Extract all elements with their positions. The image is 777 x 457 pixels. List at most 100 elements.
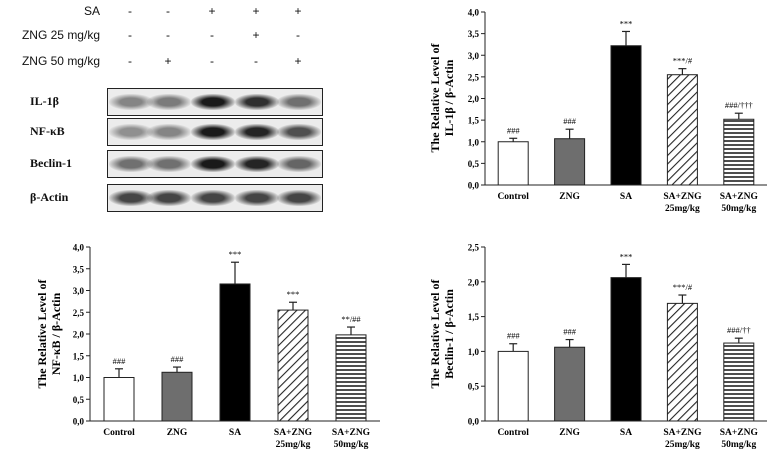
blot-row-label: IL-1β <box>30 94 59 108</box>
x-tick-label: SA <box>620 192 632 202</box>
treatment-sign: - <box>296 28 300 42</box>
y-axis-title: The Relative Level ofBeclin-1 / β-Actin <box>428 279 456 389</box>
significance-label: ### <box>171 354 185 364</box>
blot-band <box>191 156 235 172</box>
bar-sa <box>610 45 642 186</box>
beclin-bar-chart: The Relative Level ofBeclin-1 / β-Actin 0… <box>428 243 767 450</box>
y-tick-label: 0,5 <box>73 395 85 405</box>
treatment-label: ZNG 25 mg/kg <box>21 28 100 42</box>
x-tick-label: ZNG <box>167 428 188 438</box>
blot-strip <box>107 88 323 116</box>
y-axis-title: The Relative Level ofNF-κB / β-Actin <box>35 279 63 389</box>
significance-label: ### <box>507 331 521 341</box>
x-tick-label: Control <box>497 428 529 438</box>
significance-label: ***/# <box>673 282 693 292</box>
y-tick-label: 0,5 <box>468 159 480 169</box>
treatment-sign: + <box>164 54 172 68</box>
y-tick-label: 2,0 <box>468 277 480 287</box>
blot-band <box>277 156 321 172</box>
y-tick-label: 1,5 <box>73 351 85 361</box>
blot-band <box>109 124 153 140</box>
bar-zng <box>161 371 193 422</box>
x-tick-label: ZNG <box>559 192 580 202</box>
blot-band <box>147 124 191 140</box>
x-tick-label: SA+ZNG 50mg/kg <box>332 428 371 450</box>
bar-sa-zng-25mg-kg <box>277 309 309 422</box>
y-tick-label: 1,5 <box>468 312 480 322</box>
bar-sa <box>610 277 642 422</box>
treatment-sign: - <box>210 54 214 68</box>
bar-sa-zng-50mg-kg <box>723 118 755 186</box>
blot-row-label: NF-κB <box>30 124 65 138</box>
bar-zng <box>554 346 586 422</box>
western-blot-panel: SA - - + + + ZNG 25 mg/kg - - - + - ZNG 50 mg/kg - + - -… <box>0 0 330 215</box>
x-tick-label: Control <box>103 428 135 438</box>
significance-label: ###/††† <box>725 100 753 110</box>
treatment-sign: - <box>128 28 132 42</box>
bar-control <box>497 350 529 422</box>
x-tick-label: SA <box>229 428 241 438</box>
blot-band <box>147 156 191 172</box>
blot-band <box>235 190 279 206</box>
treatment-sign: + <box>252 4 260 18</box>
blot-band <box>277 190 321 206</box>
y-tick-label: 3,5 <box>468 29 480 39</box>
treatment-sign: - <box>166 28 170 42</box>
y-axis-title: The Relative Level ofIL-1β / β-Actin <box>428 43 456 153</box>
bar-zng <box>554 138 586 186</box>
significance-label: ### <box>507 125 521 135</box>
blot-band <box>235 94 279 110</box>
blot-strip <box>107 150 323 178</box>
x-tick-label: SA+ZNG 25mg/kg <box>663 192 702 214</box>
significance-label: *** <box>229 249 242 259</box>
blot-band <box>191 190 235 206</box>
blot-band <box>191 124 235 140</box>
y-tick-label: 1,0 <box>468 137 480 147</box>
bar-sa-zng-50mg-kg <box>335 334 367 422</box>
treatment-sign: - <box>166 4 170 18</box>
treatment-sign: - <box>210 28 214 42</box>
x-tick-label: Control <box>497 192 529 202</box>
significance-label: ### <box>563 327 577 337</box>
y-tick-label: 4,0 <box>73 243 85 253</box>
blot-band <box>147 190 191 206</box>
blot-band <box>235 124 279 140</box>
treatment-sign: - <box>254 54 258 68</box>
significance-label: ### <box>113 356 127 366</box>
y-tick-label: 2,5 <box>468 243 480 253</box>
treatment-label: ZNG 50 mg/kg <box>21 54 100 68</box>
y-tick-label: 3,0 <box>468 51 480 61</box>
x-tick-label: SA+ZNG 25mg/kg <box>663 428 702 450</box>
y-tick-label: 3,0 <box>73 286 85 296</box>
y-tick-label: 0,0 <box>468 417 480 427</box>
blot-row-label: β-Actin <box>30 190 69 204</box>
bar-sa-zng-50mg-kg <box>723 342 755 422</box>
blot-band <box>109 156 153 172</box>
x-tick-label: SA+ZNG 25mg/kg <box>274 428 313 450</box>
blot-band <box>147 94 191 110</box>
treatment-sign: + <box>294 4 302 18</box>
y-tick-label: 1,0 <box>73 373 85 383</box>
y-tick-label: 4,0 <box>468 8 480 18</box>
y-tick-label: 0,0 <box>73 417 85 427</box>
treatment-sign: - <box>128 54 132 68</box>
blot-strip <box>107 184 323 212</box>
significance-label: **/## <box>341 314 361 324</box>
x-tick-label: SA <box>620 428 632 438</box>
bar-control <box>103 377 135 422</box>
y-tick-label: 1,0 <box>468 347 480 357</box>
blot-band <box>109 190 153 206</box>
blot-row-label: Beclin-1 <box>30 156 72 170</box>
significance-label: *** <box>620 18 633 28</box>
nfkb-bar-chart: The Relative Level ofNF-κB / β-Actin 0,0 0… <box>35 243 380 450</box>
treatment-sign: + <box>252 28 260 42</box>
significance-label: *** <box>620 251 633 261</box>
y-tick-label: 0,0 <box>468 181 480 191</box>
treatment-sign: + <box>294 54 302 68</box>
significance-label: ***/# <box>673 56 693 66</box>
treatment-label: SA <box>83 4 100 18</box>
treatment-sign: - <box>128 4 132 18</box>
blot-band <box>235 156 279 172</box>
bar-sa-zng-25mg-kg <box>666 302 698 422</box>
blot-band <box>277 124 321 140</box>
